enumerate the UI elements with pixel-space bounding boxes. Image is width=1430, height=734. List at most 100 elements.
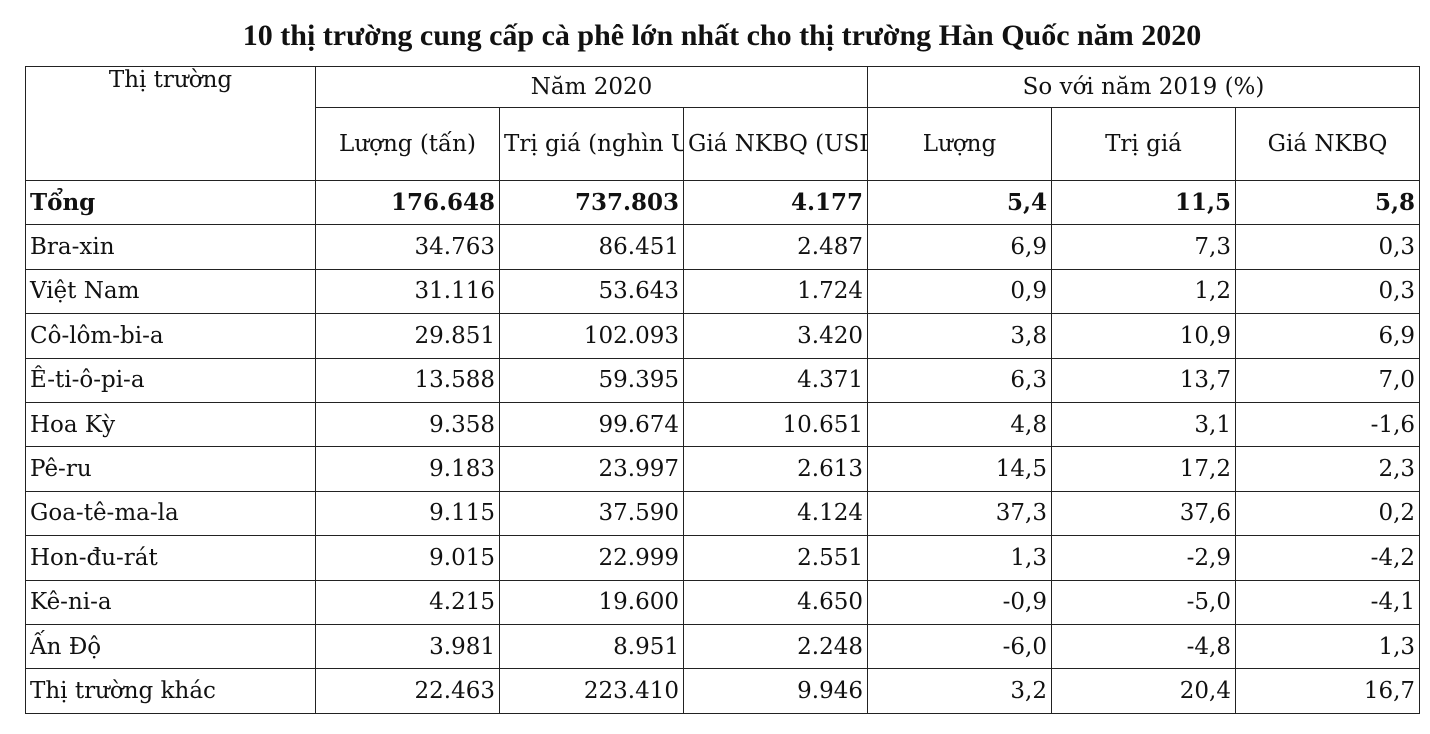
coffee-suppliers-table: Thị trường Năm 2020 So với năm 2019 (%) … xyxy=(25,66,1421,714)
cell-qty-pct: 37,3 xyxy=(867,490,1052,537)
cell-value-pct: 13,7 xyxy=(1051,357,1236,403)
column-header-qty-tons: Lượng (tấn) xyxy=(315,107,500,181)
cell-value: 223.410 xyxy=(499,668,684,714)
cell-price: 1.724 xyxy=(683,268,868,315)
cell-qty-pct: 4,8 xyxy=(867,401,1052,448)
cell-qty: 9.115 xyxy=(315,490,500,537)
cell-market: Ấn Độ xyxy=(25,623,316,670)
cell-market: Kê-ni-a xyxy=(25,579,316,625)
cell-value-pct: 1,2 xyxy=(1051,268,1236,315)
cell-qty: 3.981 xyxy=(315,623,500,670)
cell-price-pct: 7,0 xyxy=(1234,357,1421,403)
cell-qty-pct: 0,9 xyxy=(867,268,1052,315)
cell-price: 2.487 xyxy=(683,224,868,270)
cell-qty-pct: -0,9 xyxy=(867,579,1052,625)
cell-qty: 4.215 xyxy=(315,579,500,625)
table-title: 10 thị trường cung cấp cà phê lớn nhất c… xyxy=(242,19,1202,52)
cell-value-pct: -4,8 xyxy=(1051,623,1236,670)
table-row: Hon-đu-rát 9.015 22.999 2.551 1,3 -2,9 -4,2 xyxy=(25,535,1421,581)
cell-value-pct: 3,1 xyxy=(1051,401,1236,448)
cell-value: 59.395 xyxy=(499,357,684,403)
cell-qty-pct: 3,8 xyxy=(867,313,1052,359)
cell-market: Pê-ru xyxy=(25,446,316,492)
cell-market: Việt Nam xyxy=(25,268,316,315)
cell-price-pct: -1,6 xyxy=(1234,401,1421,448)
column-group-vs2019: So với năm 2019 (%) xyxy=(866,66,1421,108)
cell-value-pct: 20,4 xyxy=(1051,668,1236,714)
cell-value-pct: 10,9 xyxy=(1051,313,1236,359)
total-price: 4.177 xyxy=(683,179,868,226)
column-header-avg-price: Giá NKBQ (USD/tấn) xyxy=(683,107,868,181)
cell-market: Thị trường khác xyxy=(25,668,316,714)
table-row: Thị trường khác 22.463 223.410 9.946 3,2 20,4… xyxy=(25,668,1421,714)
cell-market: Hon-đu-rát xyxy=(25,535,316,581)
column-header-value-pct: Trị giá xyxy=(1051,107,1236,181)
cell-value: 102.093 xyxy=(499,313,684,359)
cell-qty: 29.851 xyxy=(315,313,500,359)
cell-market: Hoa Kỳ xyxy=(25,401,316,448)
cell-qty: 13.588 xyxy=(315,357,500,403)
table-row: Pê-ru 9.183 23.997 2.613 14,5 17,2 2,3 xyxy=(25,446,1421,492)
cell-market: Goa-tê-ma-la xyxy=(25,490,316,537)
cell-value-pct: 7,3 xyxy=(1051,224,1236,270)
cell-qty-pct: -6,0 xyxy=(867,623,1052,670)
column-header-qty-pct: Lượng xyxy=(867,107,1052,181)
cell-price: 2.248 xyxy=(683,623,868,670)
cell-value: 22.999 xyxy=(499,535,684,581)
cell-qty: 9.358 xyxy=(315,401,500,448)
cell-qty: 31.116 xyxy=(315,268,500,315)
cell-price-pct: 6,9 xyxy=(1234,313,1421,359)
cell-value: 86.451 xyxy=(499,224,684,270)
cell-value: 37.590 xyxy=(499,490,684,537)
cell-price: 2.551 xyxy=(683,535,868,581)
table-row: Cô-lôm-bi-a 29.851 102.093 3.420 3,8 10,9 6,9 xyxy=(25,313,1421,359)
table-row: Hoa Kỳ 9.358 99.674 10.651 4,8 3,1 -1,6 xyxy=(25,401,1421,448)
cell-value-pct: -5,0 xyxy=(1051,579,1236,625)
cell-price-pct: 16,7 xyxy=(1234,668,1421,714)
table-row: Việt Nam 31.116 53.643 1.724 0,9 1,2 0,3 xyxy=(25,268,1421,315)
cell-qty-pct: 3,2 xyxy=(867,668,1052,714)
cell-value: 23.997 xyxy=(499,446,684,492)
total-value: 737.803 xyxy=(499,179,684,226)
cell-value: 19.600 xyxy=(499,579,684,625)
cell-price-pct: 0,3 xyxy=(1234,268,1421,315)
cell-market: Ê-ti-ô-pi-a xyxy=(25,357,316,403)
total-price-pct: 5,8 xyxy=(1234,179,1421,226)
cell-qty-pct: 14,5 xyxy=(867,446,1052,492)
total-qty: 176.648 xyxy=(315,179,500,226)
cell-price: 4.371 xyxy=(683,357,868,403)
column-header-value-kusd: Trị giá (nghìn USD) xyxy=(499,107,684,181)
cell-qty-pct: 6,3 xyxy=(867,357,1052,403)
total-label: Tổng xyxy=(25,179,316,226)
cell-market: Cô-lôm-bi-a xyxy=(25,313,316,359)
table-row: Ấn Độ 3.981 8.951 2.248 -6,0 -4,8 1,3 xyxy=(25,623,1421,670)
total-qty-pct: 5,4 xyxy=(867,179,1052,226)
cell-price-pct: -4,1 xyxy=(1234,579,1421,625)
cell-qty: 34.763 xyxy=(315,224,500,270)
cell-qty: 9.183 xyxy=(315,446,500,492)
cell-price: 9.946 xyxy=(683,668,868,714)
table-row-total: Tổng 176.648 737.803 4.177 5,4 11,5 5,8 xyxy=(25,179,1421,226)
cell-value: 53.643 xyxy=(499,268,684,315)
cell-price-pct: 0,2 xyxy=(1234,490,1421,537)
total-value-pct: 11,5 xyxy=(1051,179,1236,226)
cell-qty-pct: 6,9 xyxy=(867,224,1052,270)
table-row: Ê-ti-ô-pi-a 13.588 59.395 4.371 6,3 13,7 7,0 xyxy=(25,357,1421,403)
cell-price-pct: -4,2 xyxy=(1234,535,1421,581)
cell-price: 4.124 xyxy=(683,490,868,537)
table-row: Bra-xin 34.763 86.451 2.487 6,9 7,3 0,3 xyxy=(25,224,1421,270)
cell-price: 4.650 xyxy=(683,579,868,625)
cell-price: 10.651 xyxy=(683,401,868,448)
table-row: Kê-ni-a 4.215 19.600 4.650 -0,9 -5,0 -4,1 xyxy=(25,579,1421,625)
cell-price: 3.420 xyxy=(683,313,868,359)
cell-market: Bra-xin xyxy=(25,224,316,270)
cell-qty-pct: 1,3 xyxy=(867,535,1052,581)
cell-value: 8.951 xyxy=(499,623,684,670)
table-row: Goa-tê-ma-la 9.115 37.590 4.124 37,3 37,6 0,2 xyxy=(25,490,1421,537)
cell-price-pct: 1,3 xyxy=(1234,623,1421,670)
cell-value-pct: -2,9 xyxy=(1051,535,1236,581)
column-header-market: Thị trường xyxy=(25,66,316,181)
cell-qty: 22.463 xyxy=(315,668,500,714)
header-row-groups: Thị trường Năm 2020 So với năm 2019 (%) xyxy=(25,66,1421,181)
column-group-2020: Năm 2020 xyxy=(315,66,868,108)
